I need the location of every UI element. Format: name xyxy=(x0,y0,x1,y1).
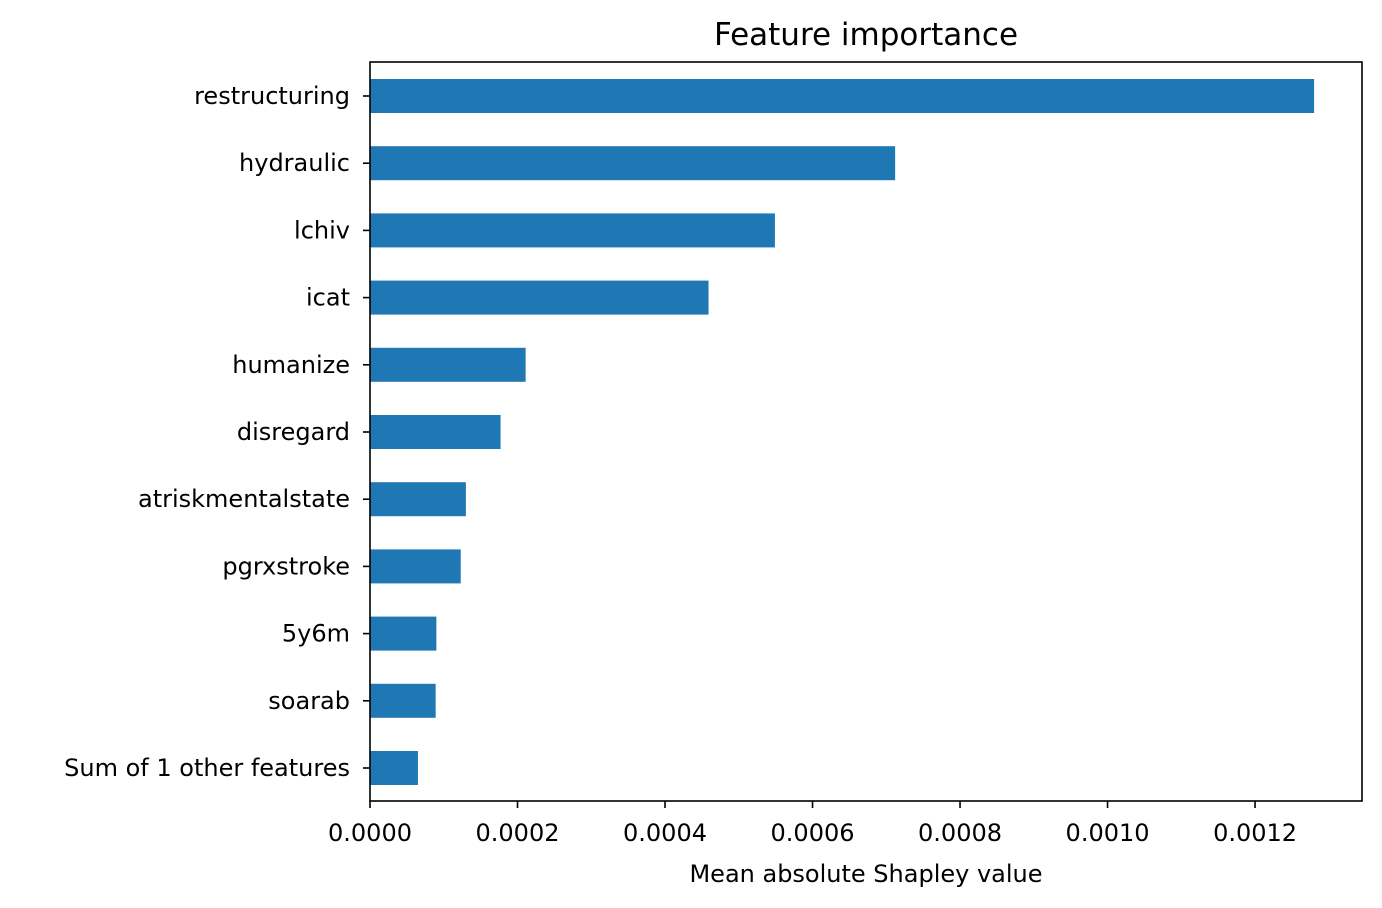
y-tick-label: lchiv xyxy=(294,216,350,244)
bar xyxy=(370,415,501,449)
y-tick-label: Sum of 1 other features xyxy=(64,754,350,782)
y-tick-label: humanize xyxy=(232,351,350,379)
x-tick-label: 0.0012 xyxy=(1213,819,1297,847)
y-tick-label: soarab xyxy=(268,687,350,715)
x-tick-label: 0.0002 xyxy=(476,819,560,847)
bar xyxy=(370,213,775,248)
chart-title: Feature importance xyxy=(714,17,1018,53)
bar xyxy=(370,549,461,584)
y-tick-label: hydraulic xyxy=(239,149,350,177)
bar xyxy=(370,482,466,517)
y-tick-label: atriskmentalstate xyxy=(138,485,350,513)
bar xyxy=(370,79,1315,113)
y-tick-label: icat xyxy=(306,284,350,312)
plot-frame xyxy=(369,61,1363,802)
bar xyxy=(370,751,418,785)
x-tick-label: 0.0010 xyxy=(1066,819,1150,847)
x-axis-label: Mean absolute Shapley value xyxy=(689,860,1042,888)
y-tick-label: 5y6m xyxy=(282,620,350,648)
x-tick-label: 0.0000 xyxy=(328,819,412,847)
y-tick-label: disregard xyxy=(237,418,350,446)
y-axis: restructuring hydraulic lchiv icat humanize d… xyxy=(64,82,370,782)
bar xyxy=(370,280,709,315)
bar xyxy=(370,616,437,651)
bars-group xyxy=(370,79,1315,785)
bar xyxy=(370,347,526,382)
x-tick-label: 0.0006 xyxy=(771,819,855,847)
bar xyxy=(370,683,436,718)
y-tick-label: pgrxstroke xyxy=(222,552,350,580)
y-tick-label: restructuring xyxy=(194,82,350,110)
bar xyxy=(370,146,896,181)
x-axis: 0.0000 0.0002 0.0004 0.0006 0.0008 0.0010 0.00… xyxy=(328,801,1297,847)
x-tick-label: 0.0004 xyxy=(623,819,707,847)
x-tick-label: 0.0008 xyxy=(918,819,1002,847)
